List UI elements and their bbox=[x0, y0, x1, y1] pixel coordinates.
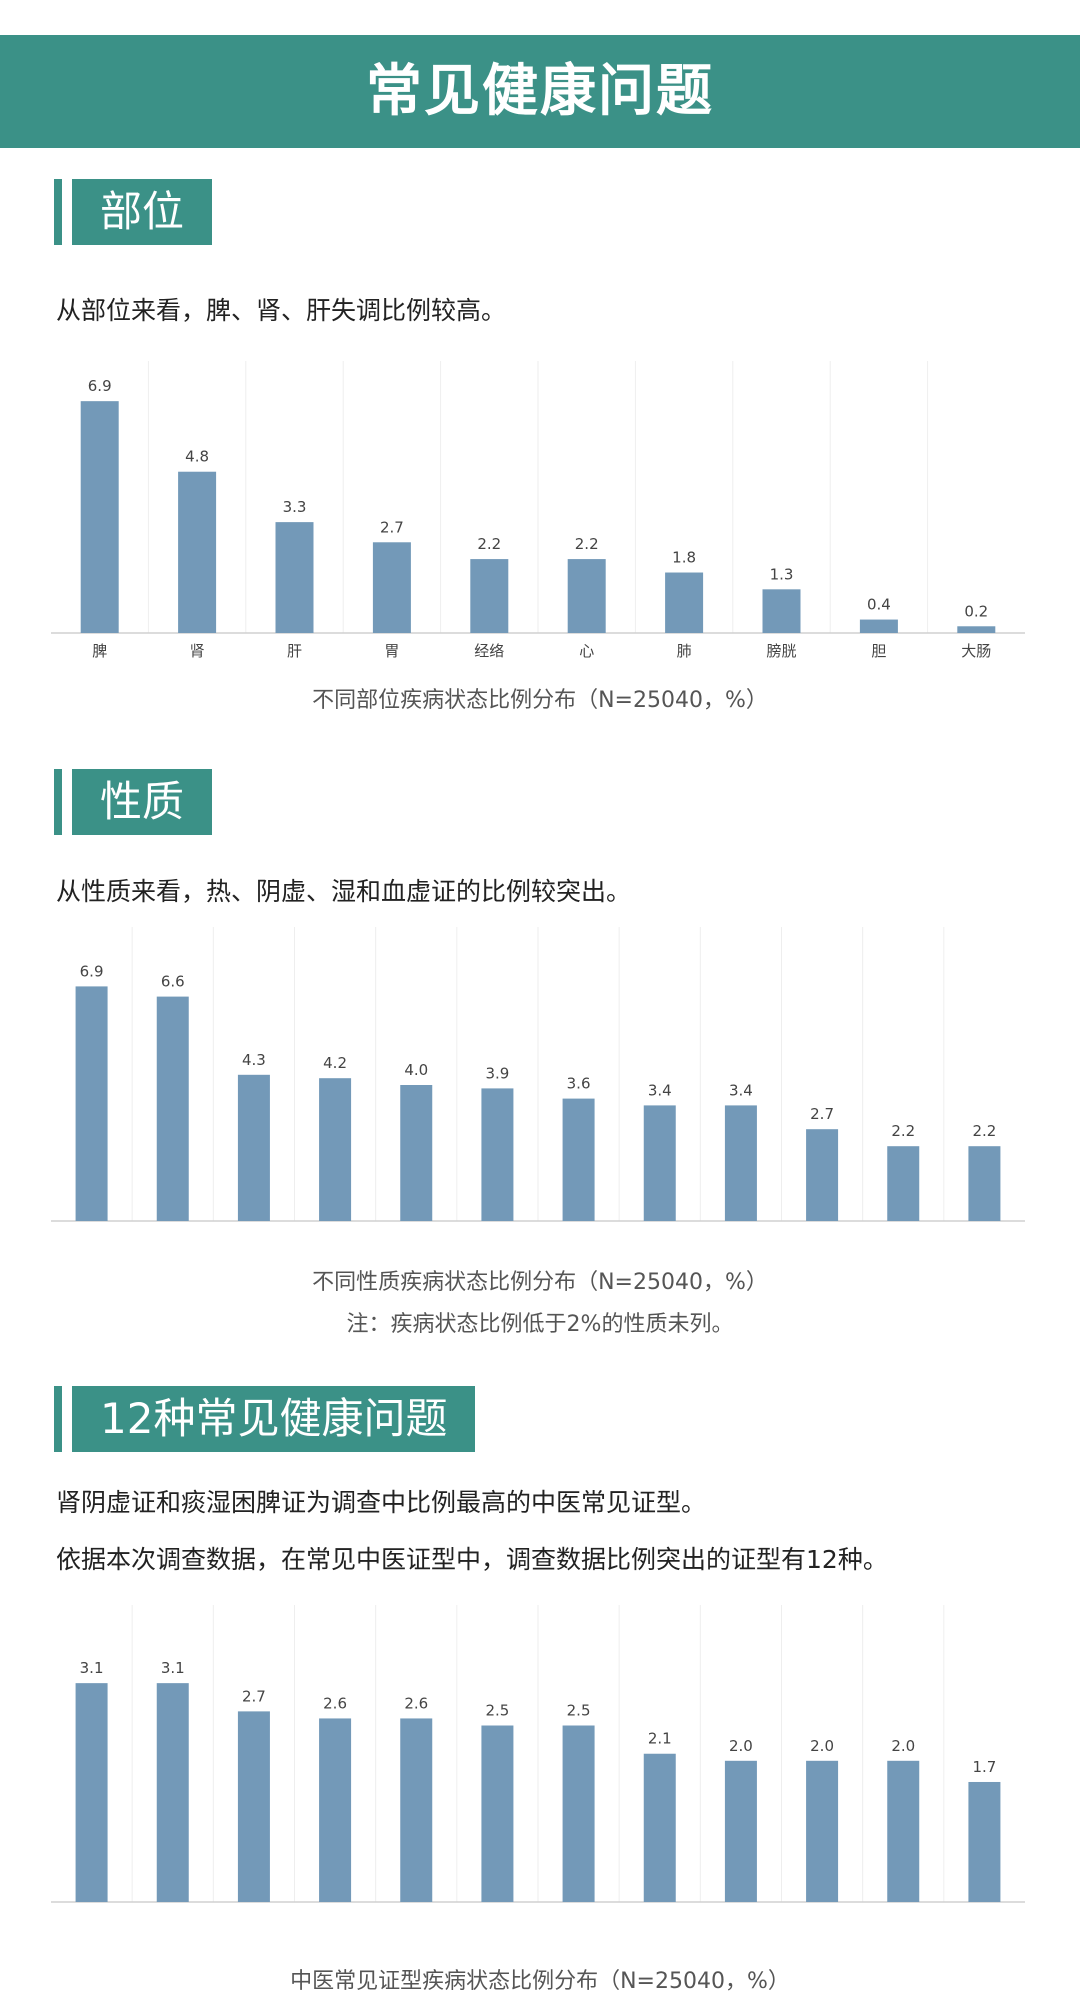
data-label: 3.3 bbox=[283, 498, 307, 516]
chart-note: 注：疾病状态比例低于2%的性质未列。 bbox=[346, 1312, 734, 1337]
data-label: 3.6 bbox=[567, 1075, 591, 1093]
data-label: 6.9 bbox=[88, 377, 112, 395]
data-label: 2.2 bbox=[972, 1122, 996, 1140]
data-label: 2.6 bbox=[323, 1694, 347, 1712]
chart-caption: 中医常见证型疾病状态比例分布（N=25040，%） bbox=[290, 1969, 790, 1994]
bar-肺 bbox=[665, 572, 704, 633]
tick-label: 经络 bbox=[474, 642, 504, 660]
bar-热 bbox=[75, 986, 108, 1221]
bar-痰 bbox=[887, 1146, 920, 1221]
data-label: 6.9 bbox=[80, 962, 104, 980]
bar-肝郁脾虚证 bbox=[887, 1760, 920, 1902]
bar-痰湿困脾证 bbox=[156, 1683, 189, 1902]
section-heading-location: 部位 bbox=[54, 179, 213, 245]
bar-燥 bbox=[400, 1085, 433, 1221]
data-label: 2.0 bbox=[891, 1737, 915, 1755]
tick-label: 膀胱 bbox=[766, 642, 796, 660]
data-label: 0.2 bbox=[964, 602, 988, 620]
bar-阴虚 bbox=[156, 996, 189, 1221]
bar-血虚 bbox=[319, 1078, 352, 1221]
data-label: 2.2 bbox=[891, 1122, 915, 1140]
section-heading-12-problems: 12种常见健康问题 bbox=[54, 1386, 476, 1452]
bar-大肠 bbox=[957, 626, 996, 633]
data-label: 2.7 bbox=[810, 1105, 834, 1123]
bar-肾气虚证 bbox=[481, 1725, 514, 1902]
tick-label: 肾 bbox=[190, 642, 205, 660]
bar-经络 bbox=[470, 559, 509, 633]
bar-膀胱 bbox=[762, 589, 801, 633]
bar-气虚 bbox=[481, 1088, 514, 1221]
tick-label: 脾 bbox=[92, 642, 107, 660]
bar-脾气虚证 bbox=[237, 1711, 270, 1902]
tick-label: 大肠 bbox=[961, 642, 991, 660]
bar-脾 bbox=[80, 401, 119, 633]
chart-location: 6.9 脾 4.8 肾 3.3 肝 2.7 胃 2.2 经络 2.2 心 1.8 肺 1.3 膀胱 0.4 胆 0.… bbox=[51, 361, 1025, 660]
data-label: 4.8 bbox=[185, 448, 209, 466]
tick-label: 肝 bbox=[287, 642, 302, 660]
data-label: 2.6 bbox=[404, 1694, 428, 1712]
data-label: 0.4 bbox=[867, 596, 891, 614]
bar-脾阳虚证 bbox=[806, 1760, 839, 1902]
chart-caption: 不同部位疾病状态比例分布（N=25040，%） bbox=[312, 688, 768, 713]
bar-肝血虚证 bbox=[724, 1760, 757, 1902]
data-label: 2.0 bbox=[729, 1737, 753, 1755]
section-text: 依据本次调查数据，在常见中医证型中，调查数据比例突出的证型有12种。 bbox=[56, 1545, 888, 1574]
data-label: 3.4 bbox=[729, 1081, 753, 1099]
bar-寒 bbox=[562, 1098, 595, 1221]
tick-label: 胆 bbox=[871, 642, 886, 660]
data-label: 2.1 bbox=[648, 1730, 672, 1748]
bar-肾阴虚证 bbox=[75, 1683, 108, 1902]
tick-label: 胃 bbox=[384, 642, 399, 660]
data-label: 1.8 bbox=[672, 549, 696, 567]
bar-肝火炽盛证 bbox=[562, 1725, 595, 1902]
bar-肾阳虚证 bbox=[643, 1753, 676, 1902]
data-label: 1.3 bbox=[770, 565, 794, 583]
page-banner: 常见健康问题 bbox=[0, 35, 1080, 148]
bar-津亏 bbox=[724, 1105, 757, 1221]
bar-气滞 bbox=[643, 1105, 676, 1221]
chart-nature: 6.9热6.6阴虚4.3湿4.2血虚4.0燥3.9气虚3.6寒3.4气滞3.4津… bbox=[51, 927, 1025, 1222]
section-text: 肾阴虚证和痰湿困脾证为调查中比例最高的中医常见证型。 bbox=[56, 1488, 707, 1517]
data-label: 3.1 bbox=[161, 1659, 185, 1677]
bar-肾 bbox=[178, 471, 217, 633]
data-label: 3.4 bbox=[648, 1081, 672, 1099]
heading-text: 部位 bbox=[72, 179, 213, 245]
data-label: 2.2 bbox=[575, 535, 599, 553]
bar-心阴虚证 bbox=[968, 1781, 1001, 1902]
data-label: 4.2 bbox=[323, 1054, 347, 1072]
bar-心 bbox=[567, 559, 606, 633]
bar-湿 bbox=[237, 1074, 270, 1221]
bar-阳虚 bbox=[806, 1129, 839, 1221]
section-text: 从部位来看，脾、肾、肝失调比例较高。 bbox=[56, 296, 507, 325]
data-label: 2.7 bbox=[380, 518, 404, 536]
data-label: 2.7 bbox=[242, 1687, 266, 1705]
bar-肝 bbox=[275, 522, 314, 633]
bar-精亏 bbox=[968, 1146, 1001, 1221]
data-label: 6.6 bbox=[161, 973, 185, 991]
bar-肝郁气滞证 bbox=[319, 1718, 352, 1902]
section-heading-nature: 性质 bbox=[54, 769, 213, 835]
data-label: 2.5 bbox=[485, 1702, 509, 1720]
bar-胃 bbox=[372, 542, 411, 633]
data-label: 4.3 bbox=[242, 1051, 266, 1069]
data-label: 3.1 bbox=[80, 1659, 104, 1677]
bar-肝阴虚症 bbox=[400, 1718, 433, 1902]
section-text: 从性质来看，热、阴虚、湿和血虚证的比例较突出。 bbox=[56, 877, 632, 906]
data-label: 3.9 bbox=[485, 1064, 509, 1082]
data-label: 4.0 bbox=[404, 1061, 428, 1079]
heading-text: 性质 bbox=[72, 769, 213, 835]
data-label: 2.0 bbox=[810, 1737, 834, 1755]
heading-text: 12种常见健康问题 bbox=[72, 1386, 476, 1452]
chart-syndromes: 3.1肾阴虚证3.1痰湿困脾证2.7脾气虚证2.6肝郁气滞证2.6肝阴虚症2.5… bbox=[51, 1605, 1025, 1903]
data-label: 2.5 bbox=[567, 1702, 591, 1720]
data-label: 2.2 bbox=[477, 535, 501, 553]
bar-胆 bbox=[859, 619, 898, 633]
tick-label: 肺 bbox=[677, 642, 692, 660]
chart-caption: 不同性质疾病状态比例分布（N=25040，%） bbox=[312, 1270, 768, 1295]
tick-label: 心 bbox=[579, 642, 594, 660]
data-label: 1.7 bbox=[972, 1758, 996, 1776]
